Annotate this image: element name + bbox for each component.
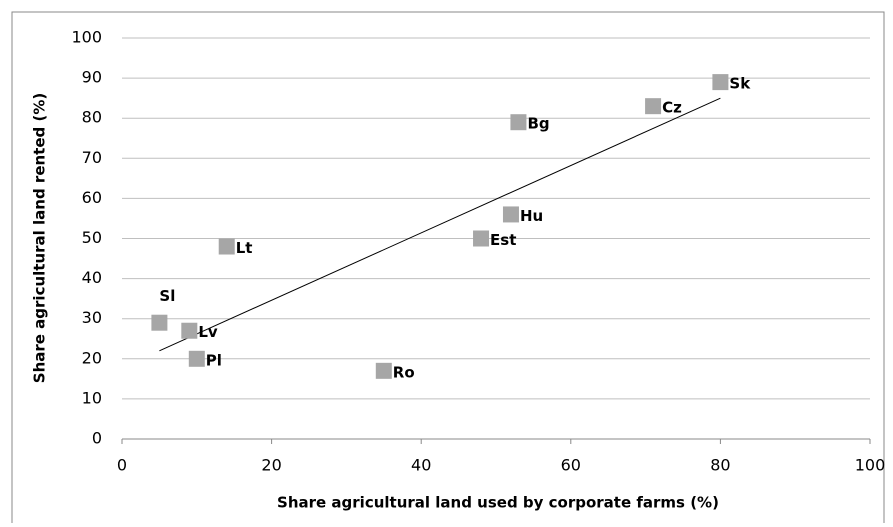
- marker: [502, 206, 519, 223]
- trendline: [159, 97, 721, 352]
- y-tick-label: 30: [82, 308, 102, 327]
- marker: [712, 74, 729, 91]
- point-label: Sk: [729, 75, 751, 93]
- x-tick-label: 80: [710, 456, 730, 475]
- x-tick-label: 40: [411, 456, 431, 475]
- marker: [510, 114, 527, 131]
- y-tick-label: 0: [92, 429, 102, 448]
- point-label: Cz: [662, 99, 682, 117]
- y-tick-label: 100: [71, 28, 102, 47]
- y-tick-label: 80: [82, 108, 102, 127]
- x-tick-label: 20: [261, 456, 281, 475]
- x-tick-label: 60: [561, 456, 581, 475]
- marker: [473, 230, 490, 247]
- marker: [188, 350, 205, 367]
- y-tick-label: 70: [82, 148, 102, 167]
- marker: [218, 238, 235, 255]
- point-label: Est: [490, 231, 516, 249]
- x-tick-label: 100: [855, 456, 886, 475]
- y-tick-label: 90: [82, 68, 102, 87]
- x-axis-label: Share agricultural land used by corporat…: [277, 494, 719, 512]
- y-tick-label: 40: [82, 268, 102, 287]
- marker: [151, 314, 168, 331]
- y-tick-label: 60: [82, 188, 102, 207]
- x-tick-label: 0: [117, 456, 127, 475]
- point-label: Bg: [527, 115, 549, 133]
- y-axis-label: Share agricultural land rented (%): [31, 93, 49, 383]
- y-tick-label: 10: [82, 388, 102, 407]
- point-label: Sl: [159, 287, 175, 305]
- point-label: Ro: [393, 363, 415, 381]
- marker: [181, 322, 198, 339]
- y-tick-label: 20: [82, 348, 102, 367]
- marker: [375, 362, 392, 379]
- point-label: Lt: [236, 239, 253, 257]
- point-label: Pl: [206, 351, 222, 369]
- y-tick-label: 50: [82, 228, 102, 247]
- point-label: Lv: [198, 323, 218, 341]
- point-label: Hu: [520, 207, 543, 225]
- marker: [645, 98, 662, 115]
- chart-border: [11, 11, 885, 527]
